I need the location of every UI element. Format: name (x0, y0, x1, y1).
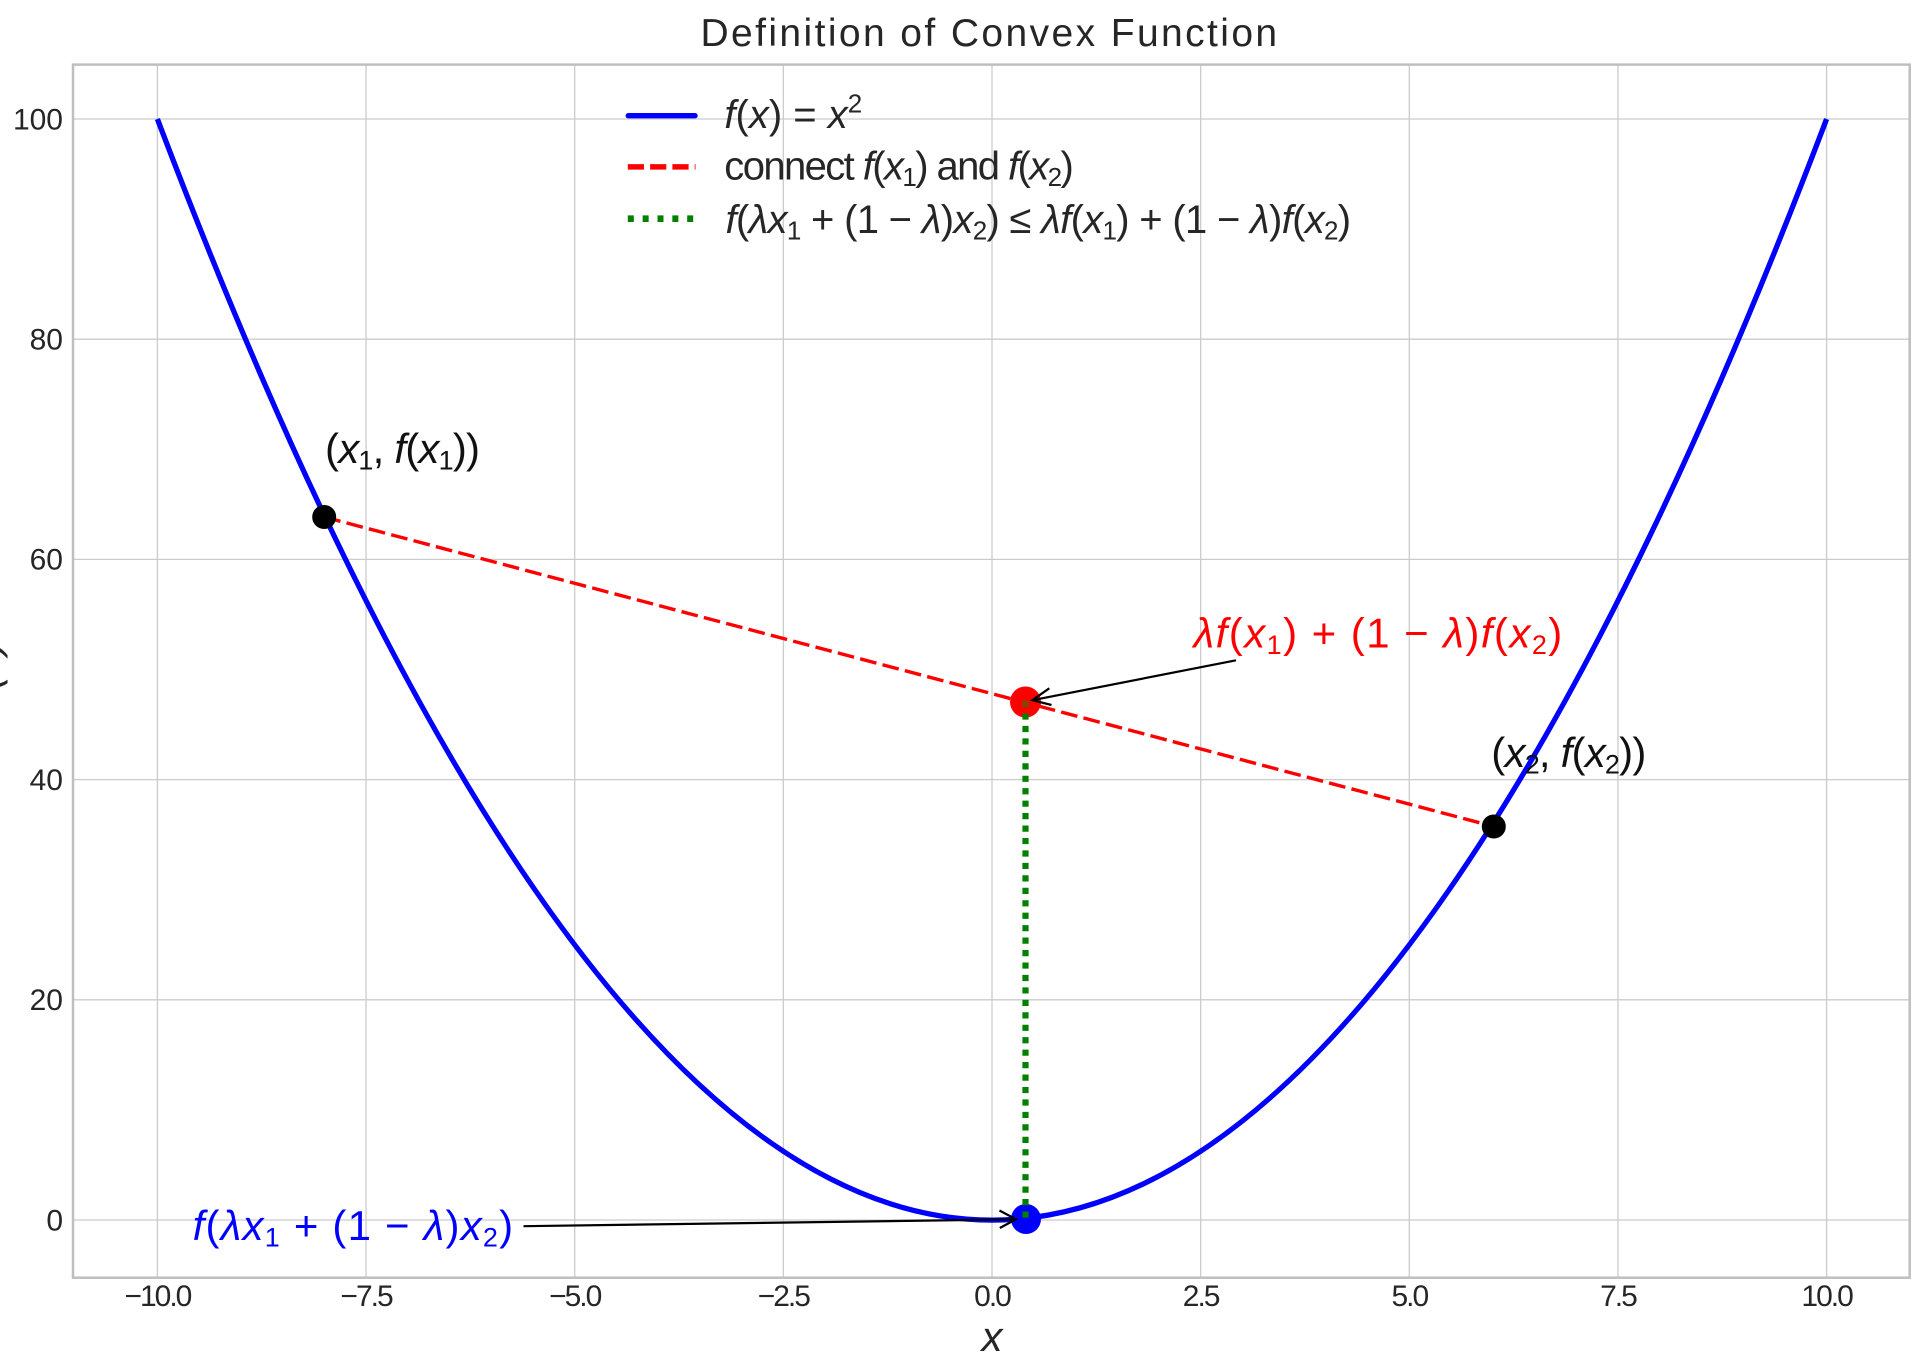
svg-text:f(λx1 + (1 − λ)x2) ≤ λf(x1) +: f(λx1 + (1 − λ)x2) ≤ λf(x1) + (1 − λ)f(x… (726, 198, 1351, 246)
svg-text:80: 80 (30, 324, 63, 357)
svg-text:connect f(x1) and f(x2): connect f(x1) and f(x2) (724, 145, 1072, 193)
svg-text:20: 20 (30, 984, 63, 1017)
svg-text:−5.0: −5.0 (549, 1280, 602, 1313)
svg-text:−10.0: −10.0 (124, 1280, 191, 1313)
svg-text:40: 40 (30, 764, 63, 797)
svg-text:x: x (980, 1313, 1005, 1360)
svg-text:(x1, f(x1)): (x1, f(x1)) (325, 425, 479, 476)
svg-text:f(x): f(x) (0, 641, 8, 702)
svg-text:−7.5: −7.5 (340, 1280, 393, 1313)
svg-text:f(λx1 + (1 − λ)x2): f(λx1 + (1 − λ)x2) (193, 1202, 515, 1253)
svg-text:5.0: 5.0 (1391, 1280, 1428, 1313)
svg-text:(x2, f(x2)): (x2, f(x2)) (1491, 729, 1645, 780)
svg-text:0.0: 0.0 (974, 1280, 1011, 1313)
svg-text:Definition of Convex Function: Definition of Convex Function (700, 12, 1279, 55)
svg-text:−2.5: −2.5 (758, 1280, 811, 1313)
svg-text:60: 60 (30, 544, 63, 577)
svg-text:7.5: 7.5 (1600, 1280, 1637, 1313)
svg-text:f(x) = x2: f(x) = x2 (724, 89, 862, 137)
svg-text:2.5: 2.5 (1183, 1280, 1220, 1313)
svg-text:10.0: 10.0 (1801, 1280, 1853, 1313)
svg-text:100: 100 (13, 103, 63, 136)
svg-text:λf(x1) + (1 − λ)f(x2): λf(x1) + (1 − λ)f(x2) (1192, 610, 1564, 661)
svg-text:0: 0 (46, 1204, 63, 1237)
